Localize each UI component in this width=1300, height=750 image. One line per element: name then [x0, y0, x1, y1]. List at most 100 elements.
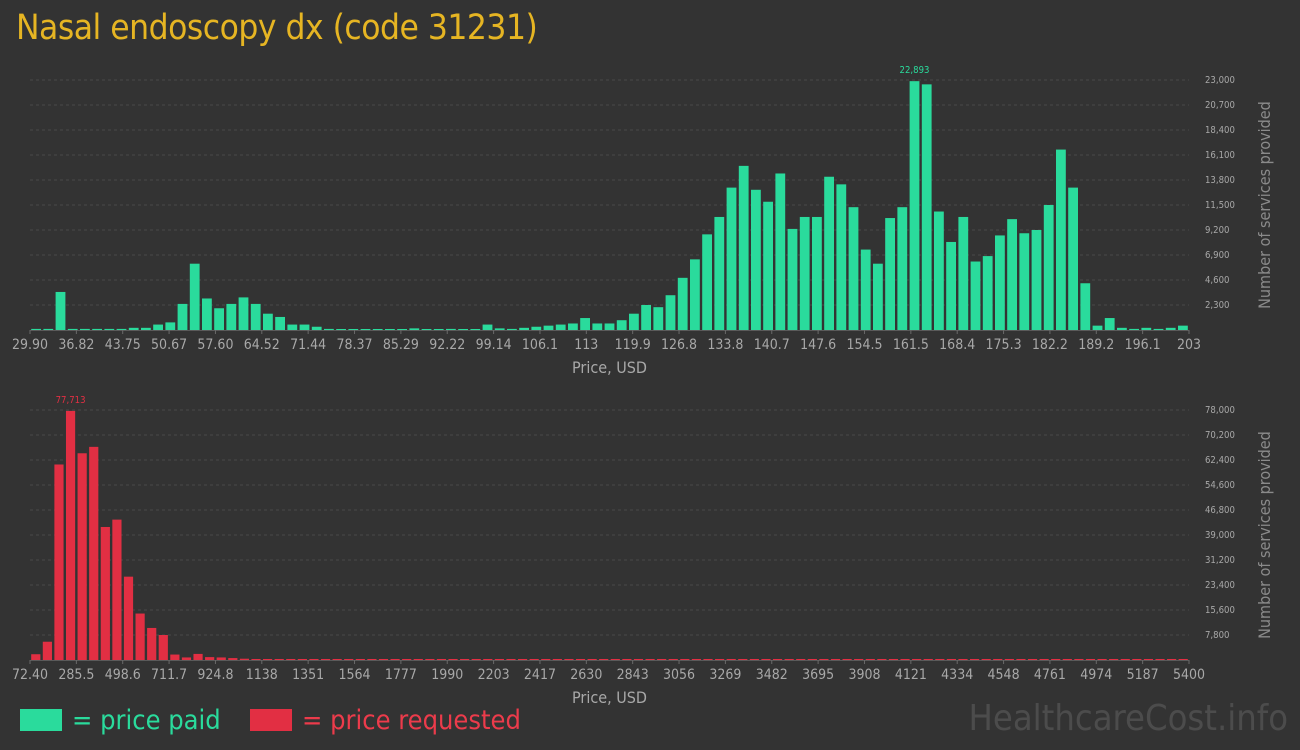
requested-bar [1004, 659, 1014, 660]
paid-bar [372, 329, 383, 330]
requested-bar [1109, 659, 1119, 660]
requested-bar [460, 659, 470, 660]
requested-bar [1143, 659, 1154, 660]
requested-bar [877, 659, 887, 660]
paid-bar [897, 207, 908, 330]
paid-x-tick-label: 50.67 [151, 337, 187, 353]
paid-max-label: 22,893 [900, 65, 930, 76]
requested-bar [274, 659, 284, 660]
paid-bar [592, 323, 603, 330]
requested-y-tick-label: 54,600 [1205, 480, 1235, 491]
paid-bar [885, 218, 895, 330]
requested-bar [413, 659, 423, 660]
requested-bar [1178, 659, 1188, 660]
chart-price-requested: 7,800 15,600 23,400 31,200 39,000 46,800 54,60… [12, 395, 1274, 707]
requested-bar [158, 635, 168, 660]
paid-bar [653, 307, 664, 330]
requested-x-tick-label: 1138 [246, 667, 278, 683]
paid-x-tick-label: 113 [574, 337, 598, 353]
chart-price-paid: 2,300 4,600 6,900 9,200 11,500 13,800 16,100 18… [12, 65, 1274, 377]
requested-y-tick-label: 46,800 [1205, 505, 1235, 516]
requested-x-tick-label: 924.8 [197, 667, 233, 683]
requested-y-tick-label: 31,200 [1205, 555, 1235, 566]
paid-bar [67, 328, 78, 330]
requested-bar [390, 659, 400, 660]
requested-bar [425, 659, 435, 660]
paid-x-tick-label: 92.22 [429, 337, 465, 353]
paid-bar [836, 184, 847, 330]
paid-bar [848, 207, 859, 330]
paid-x-tick-label: 126.8 [661, 337, 697, 353]
paid-x-tick-label: 175.3 [986, 337, 1022, 353]
requested-x-tick-label: 498.6 [105, 667, 141, 683]
paid-bar [385, 329, 395, 330]
paid-bar [580, 318, 590, 330]
requested-y-tick-label: 7,800 [1205, 630, 1229, 641]
requested-x-tick-label: 1990 [431, 667, 463, 683]
requested-bar [367, 659, 377, 660]
paid-bar [1104, 318, 1115, 330]
paid-bar [458, 329, 468, 330]
requested-bar [65, 410, 76, 660]
requested-bar [854, 659, 864, 660]
requested-bar [1085, 659, 1096, 660]
requested-x-tick-label: 3056 [663, 667, 695, 683]
paid-x-tick-label: 203 [1177, 337, 1201, 353]
requested-bar [633, 659, 644, 660]
paid-bar [860, 249, 871, 330]
requested-bar [645, 659, 655, 660]
requested-bar [517, 659, 528, 660]
requested-bar [31, 654, 41, 660]
requested-bar [402, 659, 412, 660]
requested-bar [726, 659, 736, 660]
paid-x-tick-label: 168.4 [939, 337, 975, 353]
requested-bar [1120, 659, 1130, 660]
paid-bar [263, 313, 273, 330]
paid-bar [141, 327, 151, 330]
paid-bar [1129, 328, 1139, 330]
paid-bar [616, 320, 627, 330]
requested-bar [900, 659, 910, 660]
requested-x-tick-label: 4548 [988, 667, 1020, 683]
paid-bar [360, 329, 371, 330]
requested-bar [575, 659, 586, 660]
requested-bar [89, 446, 99, 660]
requested-bar [286, 659, 296, 660]
requested-y-tick-label: 39,000 [1205, 530, 1235, 541]
requested-bar [1074, 659, 1084, 660]
paid-x-tick-label: 78.37 [336, 337, 372, 353]
paid-bar [421, 329, 432, 330]
requested-bar [42, 641, 52, 660]
requested-bar [541, 659, 551, 660]
requested-bar [587, 659, 597, 660]
paid-x-axis-label: Price, USD [572, 358, 647, 377]
paid-bar [738, 165, 749, 330]
paid-x-tick-label: 140.7 [754, 337, 790, 353]
requested-y-tick-label: 15,600 [1205, 605, 1235, 616]
requested-y-tick-label: 23,400 [1205, 580, 1235, 591]
paid-bar [1165, 327, 1176, 330]
paid-bar [751, 189, 761, 330]
paid-x-tick-label: 106.1 [522, 337, 558, 353]
requested-bar [610, 659, 620, 660]
requested-bar [657, 659, 667, 660]
requested-bar [54, 464, 64, 660]
paid-bar [287, 324, 298, 330]
requested-bar [749, 659, 759, 660]
paid-bar [299, 324, 310, 330]
paid-bar [214, 308, 224, 330]
paid-bar [433, 329, 444, 330]
paid-y-tick-label: 6,900 [1205, 250, 1229, 261]
requested-x-tick-label: 1777 [385, 667, 417, 683]
paid-bar [1178, 325, 1188, 330]
requested-bar [170, 654, 180, 660]
requested-bar [123, 576, 134, 660]
paid-bar [519, 327, 529, 330]
requested-bar [715, 659, 725, 660]
requested-y-axis-label: Number of services provided [1255, 431, 1274, 639]
paid-bar [202, 298, 212, 330]
requested-bar [205, 657, 215, 660]
requested-x-tick-label: 2417 [524, 667, 556, 683]
requested-bar [923, 659, 933, 660]
requested-bar [494, 659, 504, 660]
